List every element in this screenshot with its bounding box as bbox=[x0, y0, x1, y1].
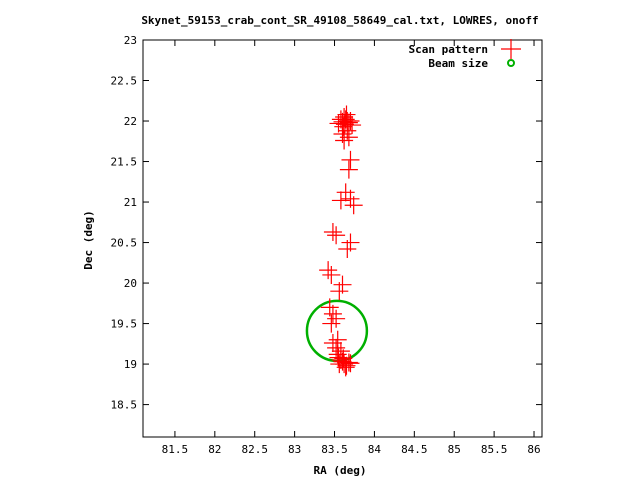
legend-scan-pattern-marker bbox=[501, 39, 521, 59]
x-ticks: 81.5 82 82.5 83 83.5 84 84.5 85 85.5 86 bbox=[162, 40, 541, 456]
scan-point bbox=[337, 356, 356, 375]
scan-point bbox=[330, 282, 349, 301]
beam-circle bbox=[305, 299, 369, 363]
scan-point bbox=[344, 196, 363, 215]
scan-point bbox=[341, 354, 360, 373]
scan-point bbox=[331, 191, 350, 210]
y-tick-label: 19.5 bbox=[111, 318, 138, 331]
scan-point bbox=[322, 314, 341, 333]
scan-point bbox=[339, 160, 358, 179]
scan-point bbox=[334, 117, 353, 136]
y-axis-label: Dec (deg) bbox=[82, 210, 95, 270]
x-tick-label: 83.5 bbox=[321, 443, 348, 456]
scan-point bbox=[323, 223, 342, 242]
scan-point bbox=[337, 105, 356, 124]
x-tick-label: 86 bbox=[527, 443, 540, 456]
plot-frame bbox=[142, 39, 543, 438]
scan-point bbox=[319, 261, 338, 280]
x-tick-label: 84.5 bbox=[401, 443, 428, 456]
legend-scan-pattern-label: Scan pattern bbox=[409, 43, 488, 56]
beam-size-circle bbox=[305, 299, 369, 363]
x-tick-label: 84 bbox=[368, 443, 382, 456]
x-tick-label: 85 bbox=[448, 443, 461, 456]
scan-point bbox=[329, 114, 348, 133]
scan-point bbox=[323, 304, 342, 323]
y-tick-label: 20 bbox=[124, 277, 137, 290]
x-tick-label: 81.5 bbox=[162, 443, 189, 456]
axes bbox=[142, 39, 543, 438]
scan-point bbox=[327, 309, 346, 328]
scan-point bbox=[338, 240, 357, 259]
scan-point bbox=[341, 150, 360, 169]
legend: Scan pattern Beam size bbox=[409, 39, 521, 70]
scan-point bbox=[323, 334, 342, 353]
scan-point bbox=[322, 265, 341, 284]
y-tick-label: 18.5 bbox=[111, 399, 138, 412]
y-tick-label: 21.5 bbox=[111, 156, 138, 169]
y-tick-label: 19 bbox=[124, 358, 137, 371]
scan-point bbox=[334, 349, 353, 368]
y-tick-label: 22.5 bbox=[111, 75, 138, 88]
x-axis-label: RA (deg) bbox=[314, 464, 367, 477]
scan-point bbox=[327, 226, 346, 245]
x-tick-label: 85.5 bbox=[481, 443, 508, 456]
y-tick-label: 23 bbox=[124, 34, 137, 47]
x-tick-label: 82.5 bbox=[241, 443, 268, 456]
legend-beam-size-label: Beam size bbox=[428, 57, 488, 70]
y-ticks: 18.5 19 19.5 20 20.5 21 21.5 22 22.5 23 bbox=[111, 34, 542, 412]
scan-point bbox=[339, 128, 358, 147]
x-tick-label: 83 bbox=[288, 443, 301, 456]
legend-beam-size-marker bbox=[507, 59, 515, 67]
legend-circle-mark bbox=[507, 59, 515, 67]
scan-point bbox=[328, 345, 347, 364]
scan-point bbox=[331, 351, 350, 370]
chart-title: Skynet_59153_crab_cont_SR_49108_58649_ca… bbox=[141, 14, 538, 27]
x-tick-label: 82 bbox=[208, 443, 221, 456]
scan-pattern-points bbox=[319, 105, 363, 377]
y-tick-label: 20.5 bbox=[111, 237, 138, 250]
scan-point bbox=[335, 131, 354, 150]
y-tick-label: 22 bbox=[124, 115, 137, 128]
y-tick-label: 21 bbox=[124, 196, 137, 209]
legend-plus-mark bbox=[501, 39, 521, 59]
